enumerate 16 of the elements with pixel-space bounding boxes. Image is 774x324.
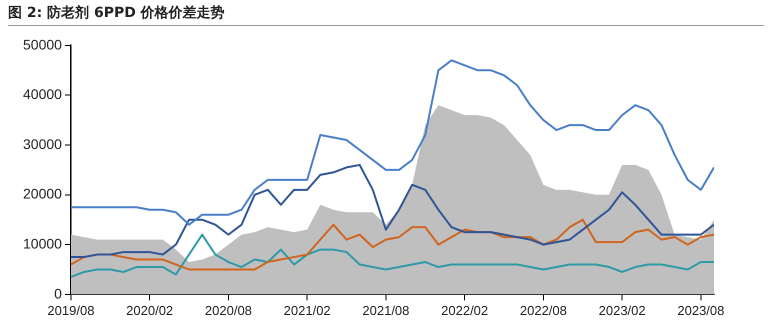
y-tick-label: 40000 <box>22 86 62 102</box>
y-tick-label: 10000 <box>22 235 62 252</box>
y-tick-label: 20000 <box>22 186 62 202</box>
x-tick-label: 2023/08 <box>677 302 724 318</box>
y-tick-label: 50000 <box>22 36 62 52</box>
x-tick-label: 2021/08 <box>362 302 410 318</box>
y-tick-label: 0 <box>54 285 62 302</box>
x-tick-label: 2022/08 <box>520 302 567 318</box>
x-tick-label: 2022/02 <box>441 302 488 318</box>
chart-title: 图 2: 防老剂 6PPD 价格价差走势 <box>8 4 764 26</box>
x-tick-label: 2020/08 <box>204 302 252 318</box>
y-tick-label: 30000 <box>22 136 62 152</box>
x-tick-label: 2021/02 <box>284 302 331 318</box>
x-tick-label: 2023/02 <box>598 302 646 318</box>
x-tick-label: 2020/02 <box>126 302 174 318</box>
x-tick-label: 2019/08 <box>47 302 94 318</box>
